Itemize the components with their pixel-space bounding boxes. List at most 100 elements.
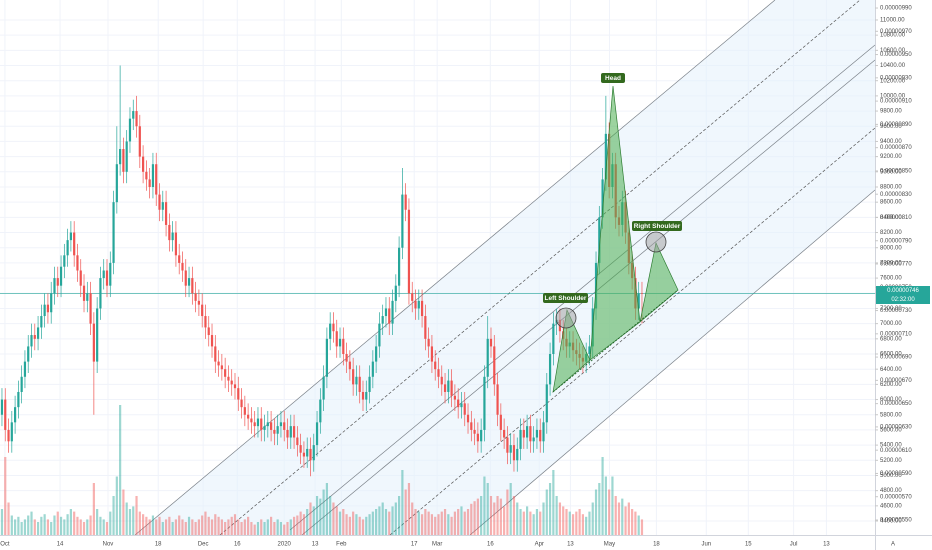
y-tick-label: 6200.00 (880, 382, 902, 388)
volume-bar (558, 502, 562, 535)
volume-bar (348, 516, 351, 535)
y-tick-label: 9400.00 (880, 139, 902, 145)
volume-bar (36, 522, 40, 535)
volume-bar (437, 514, 440, 535)
volume-bar (361, 519, 365, 535)
candle-body (493, 346, 496, 385)
candle-body (401, 194, 404, 248)
y-tick-label: 5400.00 (880, 443, 902, 449)
candle-body (161, 202, 164, 210)
volume-bar (470, 503, 473, 535)
volume-bar (43, 514, 46, 535)
volume-bar (440, 511, 443, 535)
volume-bar (568, 511, 571, 535)
volume-bar (315, 496, 319, 535)
volume-bar (581, 514, 584, 535)
y2-tick-label: 0.00000990 (880, 6, 912, 12)
volume-bar (135, 496, 138, 535)
candle-body (342, 338, 345, 355)
volume-bar (368, 514, 371, 535)
candle-body (269, 422, 273, 430)
candle-body (210, 335, 214, 347)
volume-bar (266, 519, 269, 535)
candle-body (125, 141, 128, 172)
volume-bar (158, 516, 161, 535)
volume-bar (391, 506, 394, 535)
volume-bar (637, 515, 640, 535)
auto-scale-button[interactable]: A (891, 542, 895, 548)
volume-bar (450, 516, 453, 535)
volume-bar (105, 522, 109, 535)
volume-bar (237, 519, 240, 535)
volume-bar (79, 519, 82, 535)
volume-bar (53, 515, 56, 535)
volume-bar (539, 511, 542, 535)
volume-bar (424, 509, 427, 535)
countdown-text: 02:32:00 (891, 297, 915, 303)
volume-bar (375, 509, 378, 535)
volume-bar (151, 515, 155, 535)
volume-bar (23, 519, 27, 535)
volume-bar (345, 514, 348, 535)
volume-bar (73, 511, 76, 535)
volume-bar (545, 489, 548, 535)
candle-body (59, 266, 63, 286)
candle-body (178, 255, 181, 263)
candle-body (171, 232, 174, 241)
candle-body (640, 293, 644, 294)
x-tick-label: Jul (790, 542, 798, 548)
candle-body (109, 262, 112, 286)
y-tick-label: 7800.00 (880, 260, 902, 266)
y-tick-label: 6000.00 (880, 397, 902, 403)
volume-bar (17, 516, 20, 535)
candle-body (224, 369, 227, 377)
candle-body (637, 293, 640, 309)
volume-bar (365, 516, 368, 535)
volume-bar (10, 515, 13, 535)
y2-tick-label: 0.00000710 (880, 331, 912, 337)
candle-body (345, 354, 348, 362)
y2-tick-label: 0.00000630 (880, 424, 912, 430)
volume-bar (588, 511, 591, 535)
volume-bar (102, 519, 105, 535)
y-tick-label: 8200.00 (880, 230, 902, 236)
volume-bar (414, 509, 417, 535)
volume-bar (611, 476, 614, 535)
volume-bar (335, 506, 338, 535)
y-tick-label: 6600.00 (880, 352, 902, 358)
candle-body (237, 388, 240, 400)
candle-body (119, 149, 122, 165)
candle-body (276, 426, 279, 434)
volume-bar (33, 519, 36, 535)
candle-body (27, 346, 30, 362)
volume-bar (463, 511, 466, 535)
volume-bar (292, 516, 296, 535)
candle-body (82, 285, 86, 301)
volume-bar (76, 516, 79, 535)
candle-body (250, 418, 253, 423)
candle-body (526, 426, 529, 438)
volume-bar (571, 514, 575, 535)
volume-bar (548, 483, 552, 535)
y2-tick-label: 0.00000910 (880, 99, 912, 105)
candle-body (391, 300, 394, 324)
pattern: Left Shoulder Head Right Shoulder (543, 73, 682, 393)
volume-bar (325, 483, 328, 535)
candle-body (404, 194, 407, 210)
volume-bar (220, 519, 223, 535)
volume-bar (256, 522, 260, 535)
volume-bar (207, 516, 210, 535)
candle-body (352, 369, 355, 385)
candle-body (17, 391, 20, 408)
y2-tick-label: 0.00000870 (880, 145, 912, 151)
volume-bar (273, 522, 276, 535)
candle-body (312, 445, 315, 461)
volume-bar (197, 519, 200, 535)
candle-body (476, 433, 479, 442)
volume-bar (519, 509, 522, 535)
candle-body (453, 395, 456, 400)
volume-bar (132, 506, 135, 535)
y-tick-label: 9200.00 (880, 154, 902, 160)
